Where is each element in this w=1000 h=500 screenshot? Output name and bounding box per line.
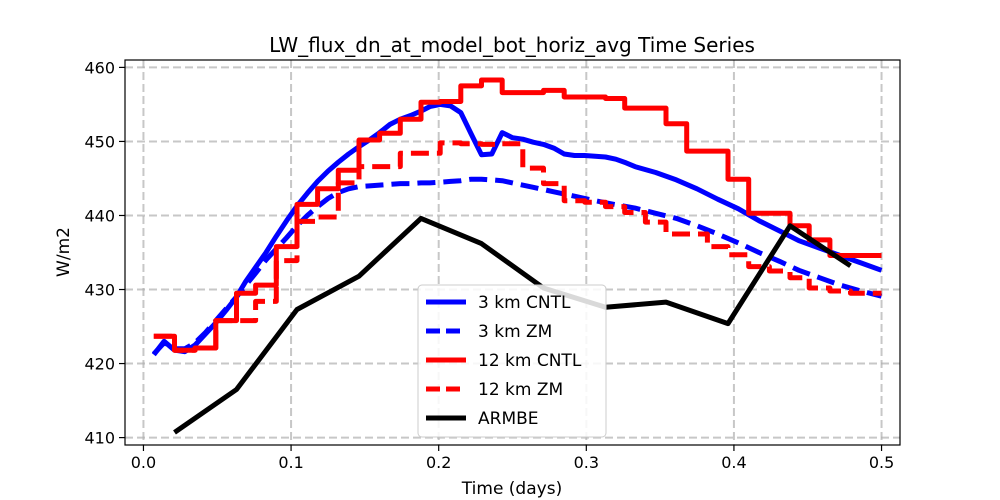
y-tick-label: 410 <box>84 429 115 448</box>
legend-label-armbe: ARMBE <box>478 409 539 429</box>
x-axis-label: Time (days) <box>461 479 562 499</box>
x-tick-label: 0.0 <box>131 453 156 472</box>
x-tick-label: 0.1 <box>278 453 303 472</box>
x-tick-label: 0.2 <box>426 453 451 472</box>
y-axis-label: W/m2 <box>54 227 74 277</box>
legend-box <box>417 284 607 438</box>
y-tick-label: 430 <box>84 281 115 300</box>
series-line-12-km-cntl <box>153 77 882 353</box>
y-tick-label: 440 <box>84 206 115 225</box>
y-axis-ticks: 410 420 430 440 450 460 <box>84 58 125 448</box>
series-line-3-km-zm <box>151 176 883 356</box>
series-line-3-km-cntl <box>151 101 883 357</box>
chart-title: LW_flux_dn_at_model_bot_horiz_avg Time S… <box>269 33 755 57</box>
legend-label-12-km-zm: 12 km ZM <box>478 380 563 400</box>
legend-label-12-km-cntl: 12 km CNTL <box>478 351 582 371</box>
y-tick-label: 450 <box>84 132 115 151</box>
series-line-12-km-zm <box>153 140 882 353</box>
legend-label-3-km-cntl: 3 km CNTL <box>478 293 571 313</box>
legend: 3 km CNTL 3 km ZM 12 km CNTL 12 km ZM ARMBE <box>417 284 607 438</box>
x-tick-label: 0.4 <box>721 453 746 472</box>
x-tick-label: 0.3 <box>574 453 599 472</box>
legend-label-3-km-zm: 3 km ZM <box>478 322 552 342</box>
y-tick-label: 420 <box>84 355 115 374</box>
y-tick-label: 460 <box>84 58 115 77</box>
series-line-armbe <box>173 215 852 435</box>
plot-series <box>151 77 883 435</box>
x-tick-label: 0.5 <box>869 453 894 472</box>
x-axis-ticks: 0.0 0.1 0.2 0.3 0.4 0.5 <box>131 445 894 472</box>
plot-frame <box>124 59 901 446</box>
